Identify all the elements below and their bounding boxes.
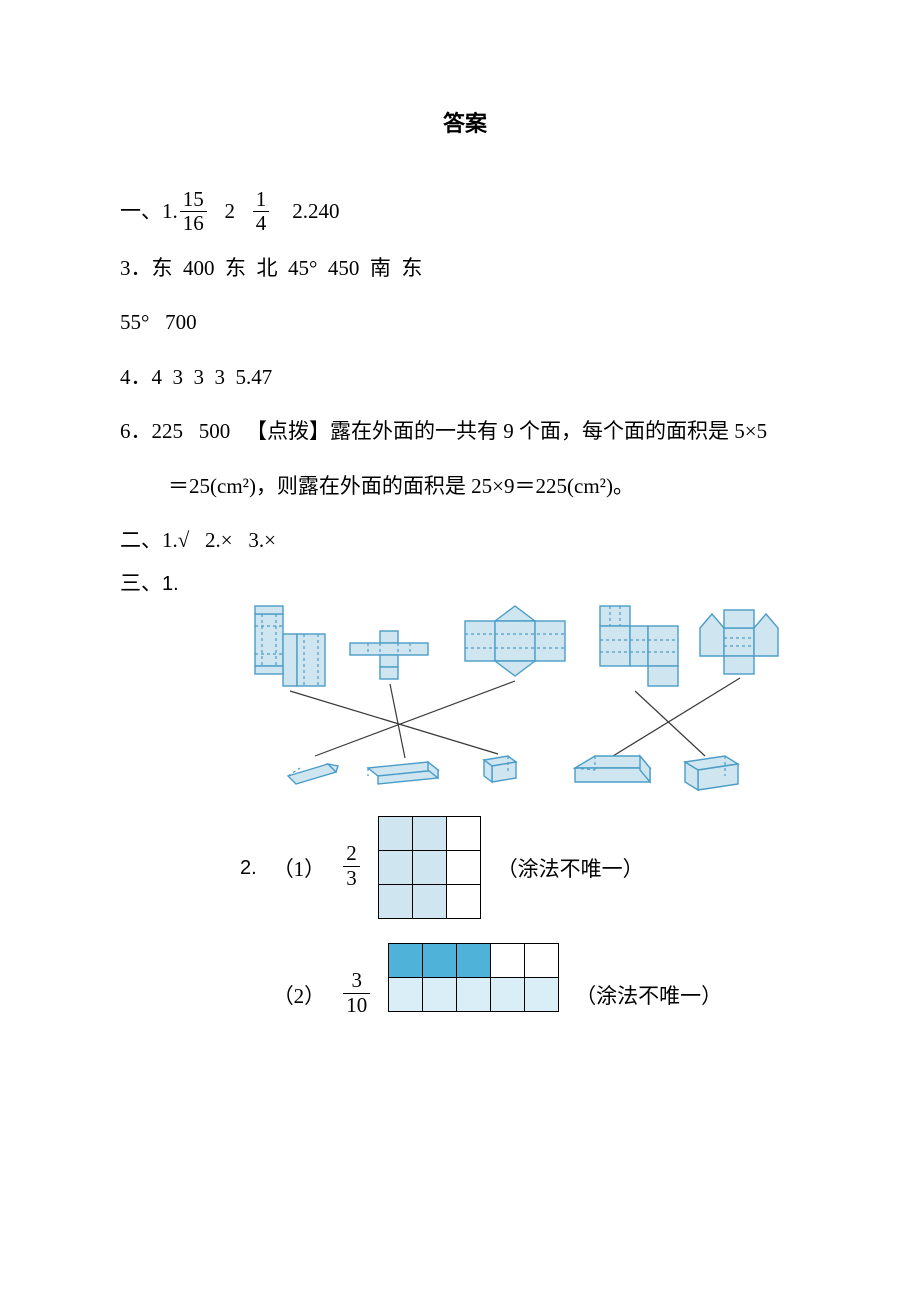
net-pentagon [700, 610, 778, 674]
grid-cell [378, 817, 412, 851]
grid-cell [378, 851, 412, 885]
q6-b: 500 [199, 419, 231, 443]
grid2 [388, 943, 559, 1012]
q1-frac2: 14 [253, 188, 270, 235]
match-line-3 [635, 691, 705, 756]
grid-cell [412, 851, 446, 885]
grid-cell [457, 944, 491, 978]
net-cuboid [255, 606, 325, 686]
q6-hint1: 露在外面的一共有 9 个面，每个面的面积是 5×5 [330, 419, 767, 443]
grid-cell [446, 817, 480, 851]
match-line-0 [290, 691, 498, 754]
page-content: 答案 一、1.1516 2 14 2.240 3．东 400 东 北 45° 4… [0, 0, 920, 1080]
s3-q2-1-frac: 23 [343, 842, 360, 889]
section-2-label: 二、 [120, 528, 162, 552]
page-title: 答案 [120, 100, 810, 148]
s3-q2-1: 2. （1） 23 （涂法不唯一） [240, 816, 810, 919]
q4-p1: 3 [173, 365, 184, 389]
grid-cell [446, 851, 480, 885]
section-1-label: 一、 [120, 199, 162, 223]
s3-q2-2: 2. （2） 310 （涂法不唯一） [240, 943, 810, 1019]
net-l [600, 606, 678, 686]
grid-cell [423, 978, 457, 1012]
q3-p4: 45° [288, 256, 317, 280]
section-1-q6: 6．225 500 【点拨】露在外面的一共有 9 个面，每个面的面积是 5×5 [120, 408, 810, 455]
section-3-label: 三、 [120, 571, 162, 595]
section-1-line1: 一、1.1516 2 14 2.240 [120, 188, 810, 237]
q3-label: 3． [120, 256, 152, 280]
s3-q2-1-sub: （1） [273, 816, 326, 892]
s3-q2-2-frac: 310 [343, 969, 370, 1016]
q4-p0: 4 [152, 365, 163, 389]
grid-cell [423, 944, 457, 978]
q6-a: 225 [152, 419, 184, 443]
solid-cuboid [685, 756, 738, 790]
q6-label: 6． [120, 419, 152, 443]
solid-flat-cuboid [368, 762, 438, 784]
section-1-q6-hint2: ＝25(cm²)，则露在外面的面积是 25×9＝225(cm²)。 [120, 463, 810, 509]
q3-p5: 450 [328, 256, 360, 280]
grid-cell [389, 978, 423, 1012]
q1-mid: 2 [225, 199, 236, 223]
net-prism [465, 606, 565, 676]
q6-hint2: ＝25(cm²)，则露在外面的面积是 25×9＝225(cm²)。 [168, 474, 634, 498]
q6-hint-label: 【点拨】 [246, 420, 330, 443]
grid1 [378, 816, 481, 919]
q3-p6: 南 [370, 256, 391, 280]
solid-wedge [288, 764, 338, 784]
section-3-header: 三、1. [120, 571, 810, 596]
grid-cell [446, 885, 480, 919]
s3-q2-2-note: （涂法不唯一） [575, 943, 722, 1019]
q3-p0: 东 [152, 256, 173, 280]
q3-p1: 400 [183, 256, 215, 280]
match-line-4 [613, 678, 740, 756]
grid-cell [457, 978, 491, 1012]
s3-q2-label: 2. [240, 816, 257, 890]
s3-q2-1-note: （涂法不唯一） [497, 816, 644, 892]
grid2-wrap [388, 943, 559, 1012]
q3b-p1: 700 [165, 310, 197, 334]
q4-label: 4． [120, 365, 152, 389]
q3-p7: 东 [401, 256, 422, 280]
matching-svg [240, 596, 800, 806]
grid-cell [491, 944, 525, 978]
section-2: 二、1.√ 2.× 3.× [120, 517, 810, 563]
grid-cell [491, 978, 525, 1012]
grid-cell [378, 885, 412, 919]
q4-p2: 3 [194, 365, 205, 389]
grid-cell [412, 817, 446, 851]
net-cross [350, 631, 428, 679]
q4-p3: 3 [215, 365, 226, 389]
grid-cell [389, 944, 423, 978]
q3b-p0: 55° [120, 310, 149, 334]
q1-prefix: 1. [162, 199, 178, 223]
s2-p2: 3.× [248, 528, 276, 552]
grid1-wrap [378, 816, 481, 919]
q3-p2: 东 [225, 256, 246, 280]
q1-frac1: 1516 [180, 188, 207, 235]
section-1-q3b: 55° 700 [120, 299, 810, 345]
q3-p3: 北 [257, 256, 278, 280]
q2: 2.240 [292, 199, 339, 223]
s2-p0: 1.√ [162, 528, 189, 552]
s3-q2-2-sub: （2） [273, 943, 326, 1019]
grid-cell [525, 978, 559, 1012]
solid-prism [575, 756, 650, 782]
solid-small-cuboid [484, 756, 516, 782]
q4-tail: 5.47 [236, 365, 273, 389]
s3-q1-label: 1. [162, 573, 179, 595]
match-line-1 [390, 684, 405, 758]
match-line-2 [315, 681, 515, 756]
section-1-q4: 4．4 3 3 3 5.47 [120, 354, 810, 400]
s2-p1: 2.× [205, 528, 233, 552]
grid-cell [525, 944, 559, 978]
section-1-q3: 3．东 400 东 北 45° 450 南 东 [120, 245, 810, 291]
matching-diagram [240, 596, 800, 806]
grid-cell [412, 885, 446, 919]
